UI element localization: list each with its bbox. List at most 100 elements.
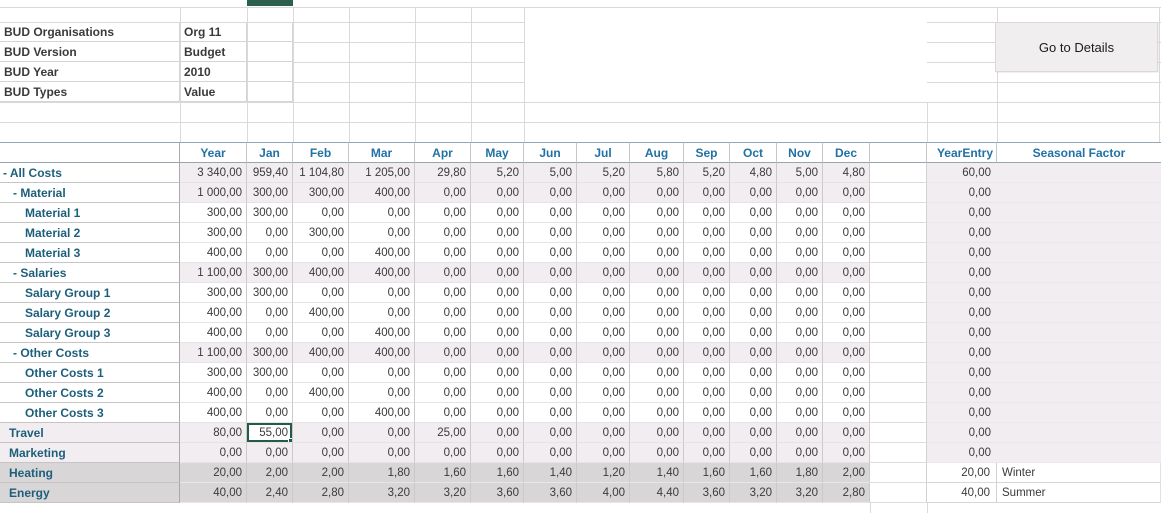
gap-cell[interactable] xyxy=(870,283,927,303)
data-cell[interactable]: 0,00 xyxy=(630,263,684,283)
data-cell[interactable]: 0,00 xyxy=(684,263,730,283)
gap-cell[interactable] xyxy=(870,323,927,343)
data-cell[interactable]: 0,00 xyxy=(777,303,823,323)
data-cell[interactable]: 0,00 xyxy=(577,263,630,283)
data-cell[interactable]: 0,00 xyxy=(823,443,870,463)
data-cell[interactable]: 0,00 xyxy=(630,223,684,243)
data-cell[interactable]: 0,00 xyxy=(823,323,870,343)
year-entry-cell[interactable]: 0,00 xyxy=(927,423,997,443)
year-entry-cell[interactable]: 0,00 xyxy=(927,283,997,303)
seasonal-factor-cell[interactable] xyxy=(997,323,1161,343)
data-cell[interactable]: 0,00 xyxy=(524,203,577,223)
data-cell[interactable]: 0,00 xyxy=(524,343,577,363)
data-cell[interactable]: 400,00 xyxy=(349,263,415,283)
seasonal-factor-cell[interactable] xyxy=(997,383,1161,403)
seasonal-factor-cell[interactable]: Winter xyxy=(997,463,1161,483)
data-cell[interactable]: 300,00 xyxy=(247,263,293,283)
data-cell[interactable]: 0,00 xyxy=(471,203,524,223)
data-cell[interactable]: 0,00 xyxy=(247,223,293,243)
param-label[interactable]: BUD Types xyxy=(0,82,180,102)
data-cell[interactable]: 400,00 xyxy=(180,303,247,323)
data-cell[interactable]: 0,00 xyxy=(349,363,415,383)
seasonal-factor-cell[interactable]: Summer xyxy=(997,483,1161,503)
data-cell[interactable]: 0,00 xyxy=(524,403,577,423)
data-cell[interactable]: 0,00 xyxy=(630,303,684,323)
year-entry-cell[interactable]: 0,00 xyxy=(927,323,997,343)
data-cell[interactable]: 0,00 xyxy=(823,403,870,423)
data-cell[interactable]: 400,00 xyxy=(349,183,415,203)
data-cell[interactable]: 0,00 xyxy=(577,203,630,223)
data-cell[interactable]: 0,00 xyxy=(630,363,684,383)
data-cell[interactable]: 400,00 xyxy=(180,403,247,423)
data-cell[interactable]: 0,00 xyxy=(630,283,684,303)
data-cell[interactable]: 0,00 xyxy=(471,283,524,303)
data-cell[interactable]: 2,80 xyxy=(293,483,349,503)
data-cell[interactable]: 0,00 xyxy=(293,203,349,223)
data-cell[interactable]: 0,00 xyxy=(349,443,415,463)
col-header-aug[interactable]: Aug xyxy=(630,142,684,163)
col-header-apr[interactable]: Apr xyxy=(415,142,471,163)
data-cell[interactable]: 0,00 xyxy=(415,403,471,423)
col-header-feb[interactable]: Feb xyxy=(293,142,349,163)
gap-cell[interactable] xyxy=(870,203,927,223)
year-entry-header[interactable]: YearEntry xyxy=(927,142,997,163)
data-cell[interactable]: 0,00 xyxy=(823,303,870,323)
year-entry-cell[interactable]: 60,00 xyxy=(927,163,997,183)
data-cell[interactable]: 300,00 xyxy=(180,223,247,243)
data-cell[interactable]: 0,00 xyxy=(247,303,293,323)
data-cell[interactable]: 0,00 xyxy=(524,283,577,303)
param-value[interactable]: Value xyxy=(180,82,247,102)
data-cell[interactable]: 0,00 xyxy=(415,323,471,343)
col-header-jun[interactable]: Jun xyxy=(524,142,577,163)
data-cell[interactable]: 0,00 xyxy=(293,323,349,343)
data-cell[interactable]: 0,00 xyxy=(684,223,730,243)
data-cell[interactable]: 0,00 xyxy=(730,423,777,443)
data-cell[interactable]: 0,00 xyxy=(415,383,471,403)
data-cell[interactable]: 0,00 xyxy=(471,323,524,343)
data-cell[interactable]: 0,00 xyxy=(730,303,777,323)
data-cell[interactable]: 3,60 xyxy=(471,483,524,503)
data-cell[interactable]: 5,80 xyxy=(630,163,684,183)
param-empty-cell[interactable] xyxy=(247,82,293,102)
data-cell[interactable]: 400,00 xyxy=(349,343,415,363)
data-cell[interactable]: 0,00 xyxy=(524,383,577,403)
data-cell[interactable]: 400,00 xyxy=(180,323,247,343)
col-header-mar[interactable]: Mar xyxy=(349,142,415,163)
data-cell[interactable]: 0,00 xyxy=(630,203,684,223)
data-cell[interactable]: 5,00 xyxy=(777,163,823,183)
data-cell[interactable]: 0,00 xyxy=(415,343,471,363)
data-cell[interactable]: 0,00 xyxy=(247,403,293,423)
data-cell[interactable]: 0,00 xyxy=(823,203,870,223)
data-cell[interactable]: 0,00 xyxy=(415,263,471,283)
data-cell[interactable]: 0,00 xyxy=(684,303,730,323)
data-cell[interactable]: 0,00 xyxy=(730,223,777,243)
data-cell[interactable]: 0,00 xyxy=(293,403,349,423)
seasonal-factor-cell[interactable] xyxy=(997,443,1161,463)
row-label[interactable]: Salary Group 2 xyxy=(0,303,180,323)
data-cell[interactable]: 0,00 xyxy=(524,183,577,203)
data-cell[interactable]: 3,20 xyxy=(777,483,823,503)
row-label[interactable]: Other Costs 3 xyxy=(0,403,180,423)
col-header-sep[interactable]: Sep xyxy=(684,142,730,163)
col-header-nov[interactable]: Nov xyxy=(777,142,823,163)
selected-cell[interactable]: 55,00 xyxy=(247,423,293,443)
data-cell[interactable]: 0,00 xyxy=(471,263,524,283)
data-cell[interactable]: 400,00 xyxy=(293,383,349,403)
gap-cell[interactable] xyxy=(870,443,927,463)
data-cell[interactable]: 400,00 xyxy=(180,383,247,403)
data-cell[interactable]: 0,00 xyxy=(471,363,524,383)
data-cell[interactable]: 4,00 xyxy=(577,483,630,503)
data-cell[interactable]: 0,00 xyxy=(415,203,471,223)
data-cell[interactable]: 3,60 xyxy=(524,483,577,503)
data-cell[interactable]: 5,00 xyxy=(524,163,577,183)
gap-cell[interactable] xyxy=(870,483,927,503)
gap-cell[interactable] xyxy=(870,223,927,243)
seasonal-factor-cell[interactable] xyxy=(997,183,1161,203)
col-header-jul[interactable]: Jul xyxy=(577,142,630,163)
row-label[interactable]: Travel xyxy=(0,423,180,443)
row-label[interactable]: - All Costs xyxy=(0,163,180,183)
data-cell[interactable]: 0,00 xyxy=(630,383,684,403)
data-cell[interactable]: 0,00 xyxy=(823,263,870,283)
data-cell[interactable]: 0,00 xyxy=(777,263,823,283)
year-entry-cell[interactable]: 0,00 xyxy=(927,443,997,463)
